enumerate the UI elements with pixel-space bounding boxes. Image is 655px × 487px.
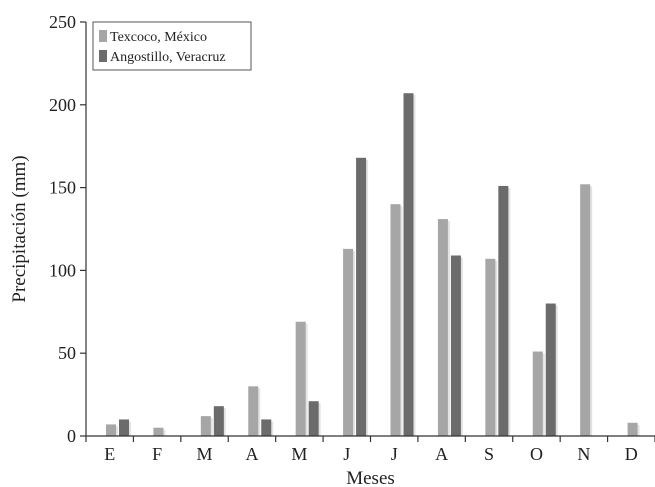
x-tick-label: F xyxy=(152,444,162,464)
legend-swatch xyxy=(99,30,107,42)
x-tick-label: O xyxy=(530,444,543,464)
bar-angostillo xyxy=(498,185,509,436)
bar-texcoco xyxy=(343,248,354,436)
bar-angostillo xyxy=(403,93,414,436)
y-tick-label: 150 xyxy=(49,178,76,198)
x-tick-label: E xyxy=(104,444,115,464)
bar-angostillo xyxy=(213,406,224,436)
x-tick-label: A xyxy=(245,444,258,464)
bar-angostillo xyxy=(545,303,556,436)
y-axis-title: Precipitación (mm) xyxy=(9,155,30,302)
y-tick-label: 100 xyxy=(49,260,76,280)
bar-texcoco xyxy=(153,427,164,436)
x-tick-label: M xyxy=(291,444,307,464)
y-tick-label: 0 xyxy=(67,426,76,446)
x-tick-label: J xyxy=(343,444,350,464)
y-tick-label: 200 xyxy=(49,95,76,115)
legend: Texcoco, México Angostillo, Veracruz xyxy=(92,21,252,71)
bar-texcoco xyxy=(390,204,401,436)
bar-texcoco xyxy=(485,258,496,436)
bar-texcoco xyxy=(106,424,116,436)
x-axis-title: Meses xyxy=(346,468,395,487)
x-tick-label: M xyxy=(197,444,213,464)
bar-angostillo xyxy=(261,419,272,436)
legend-box xyxy=(92,21,252,71)
bar-texcoco xyxy=(437,219,448,436)
x-tick-label: J xyxy=(391,444,398,464)
x-tick-label: S xyxy=(484,444,494,464)
bar-texcoco xyxy=(248,386,259,436)
bar-angostillo xyxy=(356,157,367,437)
legend-swatch xyxy=(99,50,107,62)
legend-label: Texcoco, México xyxy=(110,30,207,45)
y-tick-label: 250 xyxy=(49,12,76,32)
bar-texcoco xyxy=(532,351,543,436)
axes-layer xyxy=(85,22,655,437)
bar-angostillo xyxy=(450,255,461,436)
x-tick-label: A xyxy=(435,444,448,464)
y-tick-label: 50 xyxy=(58,343,76,363)
bars-layer xyxy=(106,93,640,437)
bar-texcoco xyxy=(200,416,211,436)
legend-label: Angostillo, Veracruz xyxy=(110,50,226,65)
y-axis-ticks: 0 50 100 150 200 250 xyxy=(49,12,86,446)
bar-angostillo xyxy=(308,401,319,436)
x-tick-label: N xyxy=(577,444,590,464)
bar-texcoco xyxy=(295,321,306,436)
bar-texcoco xyxy=(580,184,591,436)
bar-texcoco xyxy=(627,422,638,436)
bar-angostillo xyxy=(119,419,129,436)
x-tick-label: D xyxy=(625,444,638,464)
